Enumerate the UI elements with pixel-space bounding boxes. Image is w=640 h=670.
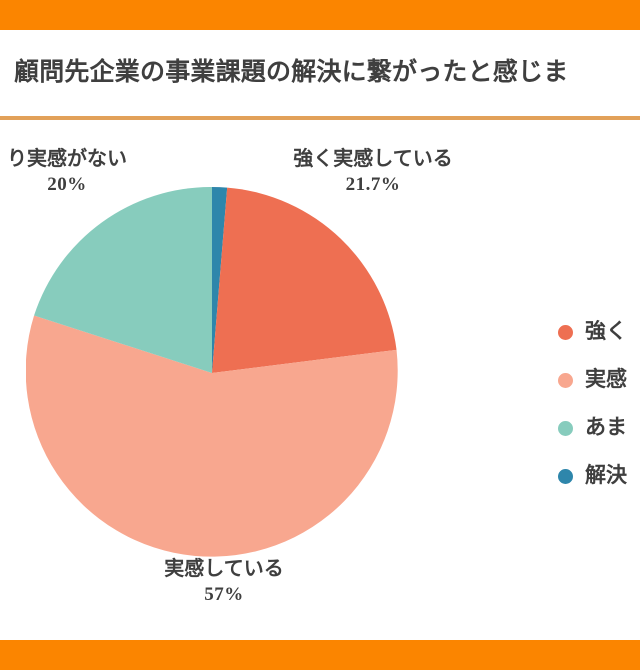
page-title: 顧問先企業の事業課題の解決に繋がったと感じま bbox=[14, 58, 569, 86]
title-bar: 顧問先企業の事業課題の解決に繋がったと感じま bbox=[0, 30, 640, 118]
pie-slice-not-solved[interactable] bbox=[212, 187, 228, 373]
pie-label-percent: 57% bbox=[204, 584, 244, 605]
pie-label-percent: 21.7% bbox=[345, 174, 401, 195]
pie-label-name: 実感している bbox=[164, 558, 284, 580]
top-accent-band bbox=[0, 0, 640, 30]
pie-slice-feel[interactable] bbox=[26, 315, 398, 557]
legend-item-little-feel[interactable]: あま bbox=[558, 404, 640, 452]
pie-label-percent: 20% bbox=[47, 174, 87, 195]
legend-item-label: あま bbox=[585, 416, 627, 439]
pie-label-name: り実感がない bbox=[7, 148, 127, 170]
legend-item-label: 解決 bbox=[585, 464, 627, 487]
legend-swatch-icon bbox=[558, 324, 573, 340]
title-divider bbox=[0, 116, 640, 120]
bottom-accent-band bbox=[0, 640, 640, 670]
chart-area: 強く実感している 21.7% 実感している 57% り実感がない 20% 強く … bbox=[0, 122, 640, 640]
pie-chart bbox=[26, 187, 398, 557]
legend-item-label: 実感 bbox=[585, 368, 627, 391]
legend-item-strongly-feel[interactable]: 強く bbox=[558, 308, 640, 356]
pie-slice-strongly-feel[interactable] bbox=[212, 187, 397, 373]
pie-label-name: 強く実感している bbox=[293, 148, 453, 170]
legend-swatch-icon bbox=[558, 468, 573, 484]
chart-legend: 強く 実感 あま 解決 bbox=[558, 308, 640, 500]
legend-item-not-solved[interactable]: 解決 bbox=[558, 452, 640, 500]
pie-slice-little-feel[interactable] bbox=[34, 187, 212, 373]
legend-swatch-icon bbox=[558, 420, 573, 436]
legend-swatch-icon bbox=[558, 372, 573, 388]
pie-label-feel: 実感している 57% bbox=[104, 556, 344, 607]
pie-label-strongly-feel: 強く実感している 21.7% bbox=[268, 146, 478, 197]
legend-item-label: 強く bbox=[585, 320, 627, 343]
legend-item-feel[interactable]: 実感 bbox=[558, 356, 640, 404]
pie-label-little-feel: り実感がない 20% bbox=[0, 146, 172, 197]
